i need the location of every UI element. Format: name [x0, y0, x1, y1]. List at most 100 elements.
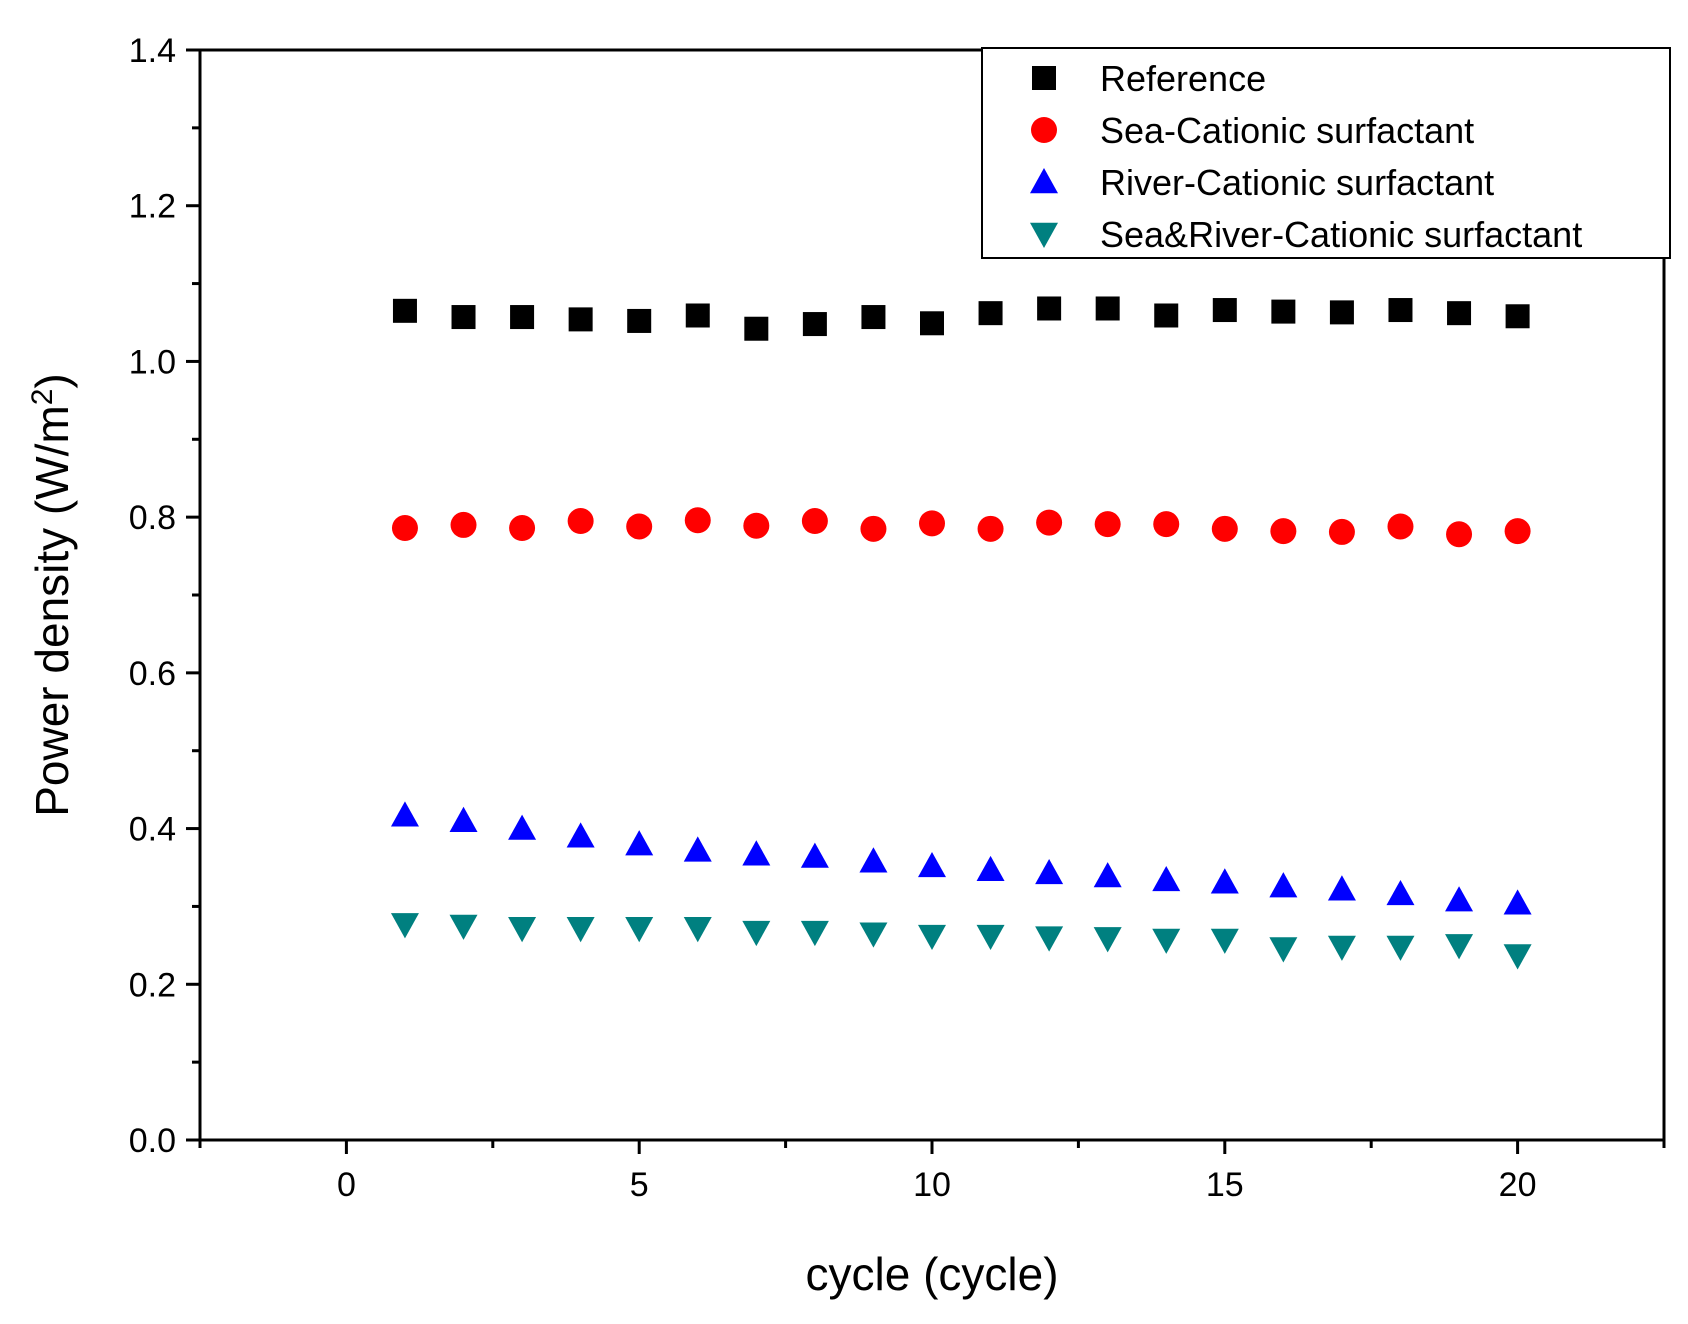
legend-label: Sea&River-Cationic surfactant	[1100, 214, 1582, 255]
data-point	[743, 512, 770, 539]
legend-label: Reference	[1100, 58, 1266, 99]
data-point	[918, 924, 946, 951]
data-point	[1093, 927, 1122, 953]
data-point	[1035, 926, 1064, 952]
y-axis-title-close: )	[26, 373, 78, 388]
data-point	[920, 311, 944, 336]
data-points	[390, 296, 1532, 970]
data-point	[567, 508, 594, 535]
data-point	[1095, 296, 1120, 321]
legend-marker	[1031, 117, 1057, 143]
y-axis-title: Power density (W/m2)	[26, 373, 78, 817]
y-tick-label: 0.8	[129, 499, 176, 537]
data-point	[1270, 518, 1297, 545]
data-point	[1212, 298, 1237, 323]
y-tick-label: 0.0	[129, 1122, 176, 1160]
data-point	[1387, 513, 1414, 540]
y-tick-label: 1.0	[129, 343, 176, 381]
data-point	[978, 301, 1003, 326]
data-point	[861, 305, 886, 330]
data-point	[1153, 511, 1180, 538]
series-0	[392, 296, 1530, 341]
data-point	[1210, 928, 1239, 954]
data-point	[1505, 304, 1530, 329]
x-tick-label: 5	[630, 1166, 649, 1204]
data-point	[626, 513, 653, 540]
data-point	[1152, 928, 1181, 954]
data-point	[510, 305, 535, 330]
data-point	[449, 914, 478, 940]
data-point	[685, 303, 710, 328]
data-point	[566, 822, 595, 848]
series-3	[390, 913, 1532, 970]
data-point	[449, 806, 478, 832]
data-point	[1271, 299, 1296, 324]
data-point	[1388, 298, 1413, 323]
data-point	[860, 515, 887, 542]
data-point	[1035, 858, 1064, 885]
y-tick-label: 0.2	[129, 966, 176, 1004]
data-point	[1504, 518, 1531, 545]
data-point	[508, 814, 537, 840]
x-axis-title: cycle (cycle)	[805, 1248, 1058, 1300]
data-point	[1210, 868, 1239, 894]
legend-marker	[1030, 222, 1058, 248]
data-point	[683, 917, 712, 943]
series-2	[390, 801, 1532, 915]
data-point	[800, 842, 829, 868]
y-axis-title-superscript: 2	[26, 389, 59, 406]
data-point	[390, 913, 419, 939]
data-point	[976, 924, 1005, 951]
data-point	[800, 920, 829, 947]
data-point	[451, 305, 476, 330]
data-point	[1328, 518, 1355, 545]
data-point	[1152, 865, 1181, 892]
data-point	[1446, 521, 1473, 548]
y-axis-title-main: Power density (W/m	[26, 405, 78, 817]
y-tick-label: 0.6	[129, 655, 176, 693]
x-tick-label: 10	[913, 1166, 951, 1204]
legend: Reference Sea-Cationic surfactant River-Ca…	[981, 47, 1671, 259]
legend-marker	[1032, 66, 1056, 90]
data-point	[1327, 935, 1356, 961]
x-tick-label: 0	[337, 1166, 356, 1204]
y-tick-label: 0.4	[129, 811, 176, 849]
legend-label: Sea-Cationic surfactant	[1100, 110, 1474, 151]
data-point	[1211, 515, 1238, 542]
data-point	[509, 515, 536, 542]
data-point	[976, 855, 1005, 882]
data-point	[742, 920, 771, 947]
data-point	[683, 836, 712, 862]
y-tick-label: 1.2	[129, 188, 176, 226]
data-point	[568, 307, 593, 332]
data-point	[1445, 886, 1474, 912]
data-point	[859, 922, 888, 948]
data-point	[627, 308, 652, 333]
data-point	[392, 298, 417, 323]
legend-box	[981, 47, 1671, 259]
data-point	[450, 511, 477, 538]
y-tick-label: 1.4	[129, 32, 176, 70]
data-point	[566, 917, 595, 943]
data-point	[1037, 296, 1062, 321]
data-point	[1447, 301, 1472, 326]
data-point	[391, 515, 418, 542]
legend-marker	[1030, 168, 1058, 194]
data-point	[742, 840, 771, 866]
legend-label: River-Cationic surfactant	[1100, 162, 1494, 203]
data-point	[1445, 934, 1474, 960]
data-point	[684, 507, 711, 534]
data-point	[1093, 862, 1122, 888]
data-point	[508, 917, 537, 943]
data-point	[744, 316, 769, 341]
data-point	[390, 801, 419, 827]
data-point	[1503, 944, 1532, 970]
x-tick-label: 15	[1206, 1166, 1244, 1204]
x-tick-label: 20	[1499, 1166, 1537, 1204]
data-point	[1154, 303, 1179, 328]
data-point	[1327, 875, 1356, 901]
data-point	[625, 917, 654, 943]
y-axis: 0.0 0.2 0.4 0.6 0.8 1.0 1.2 1.4	[129, 32, 200, 1160]
data-point	[1269, 937, 1298, 963]
